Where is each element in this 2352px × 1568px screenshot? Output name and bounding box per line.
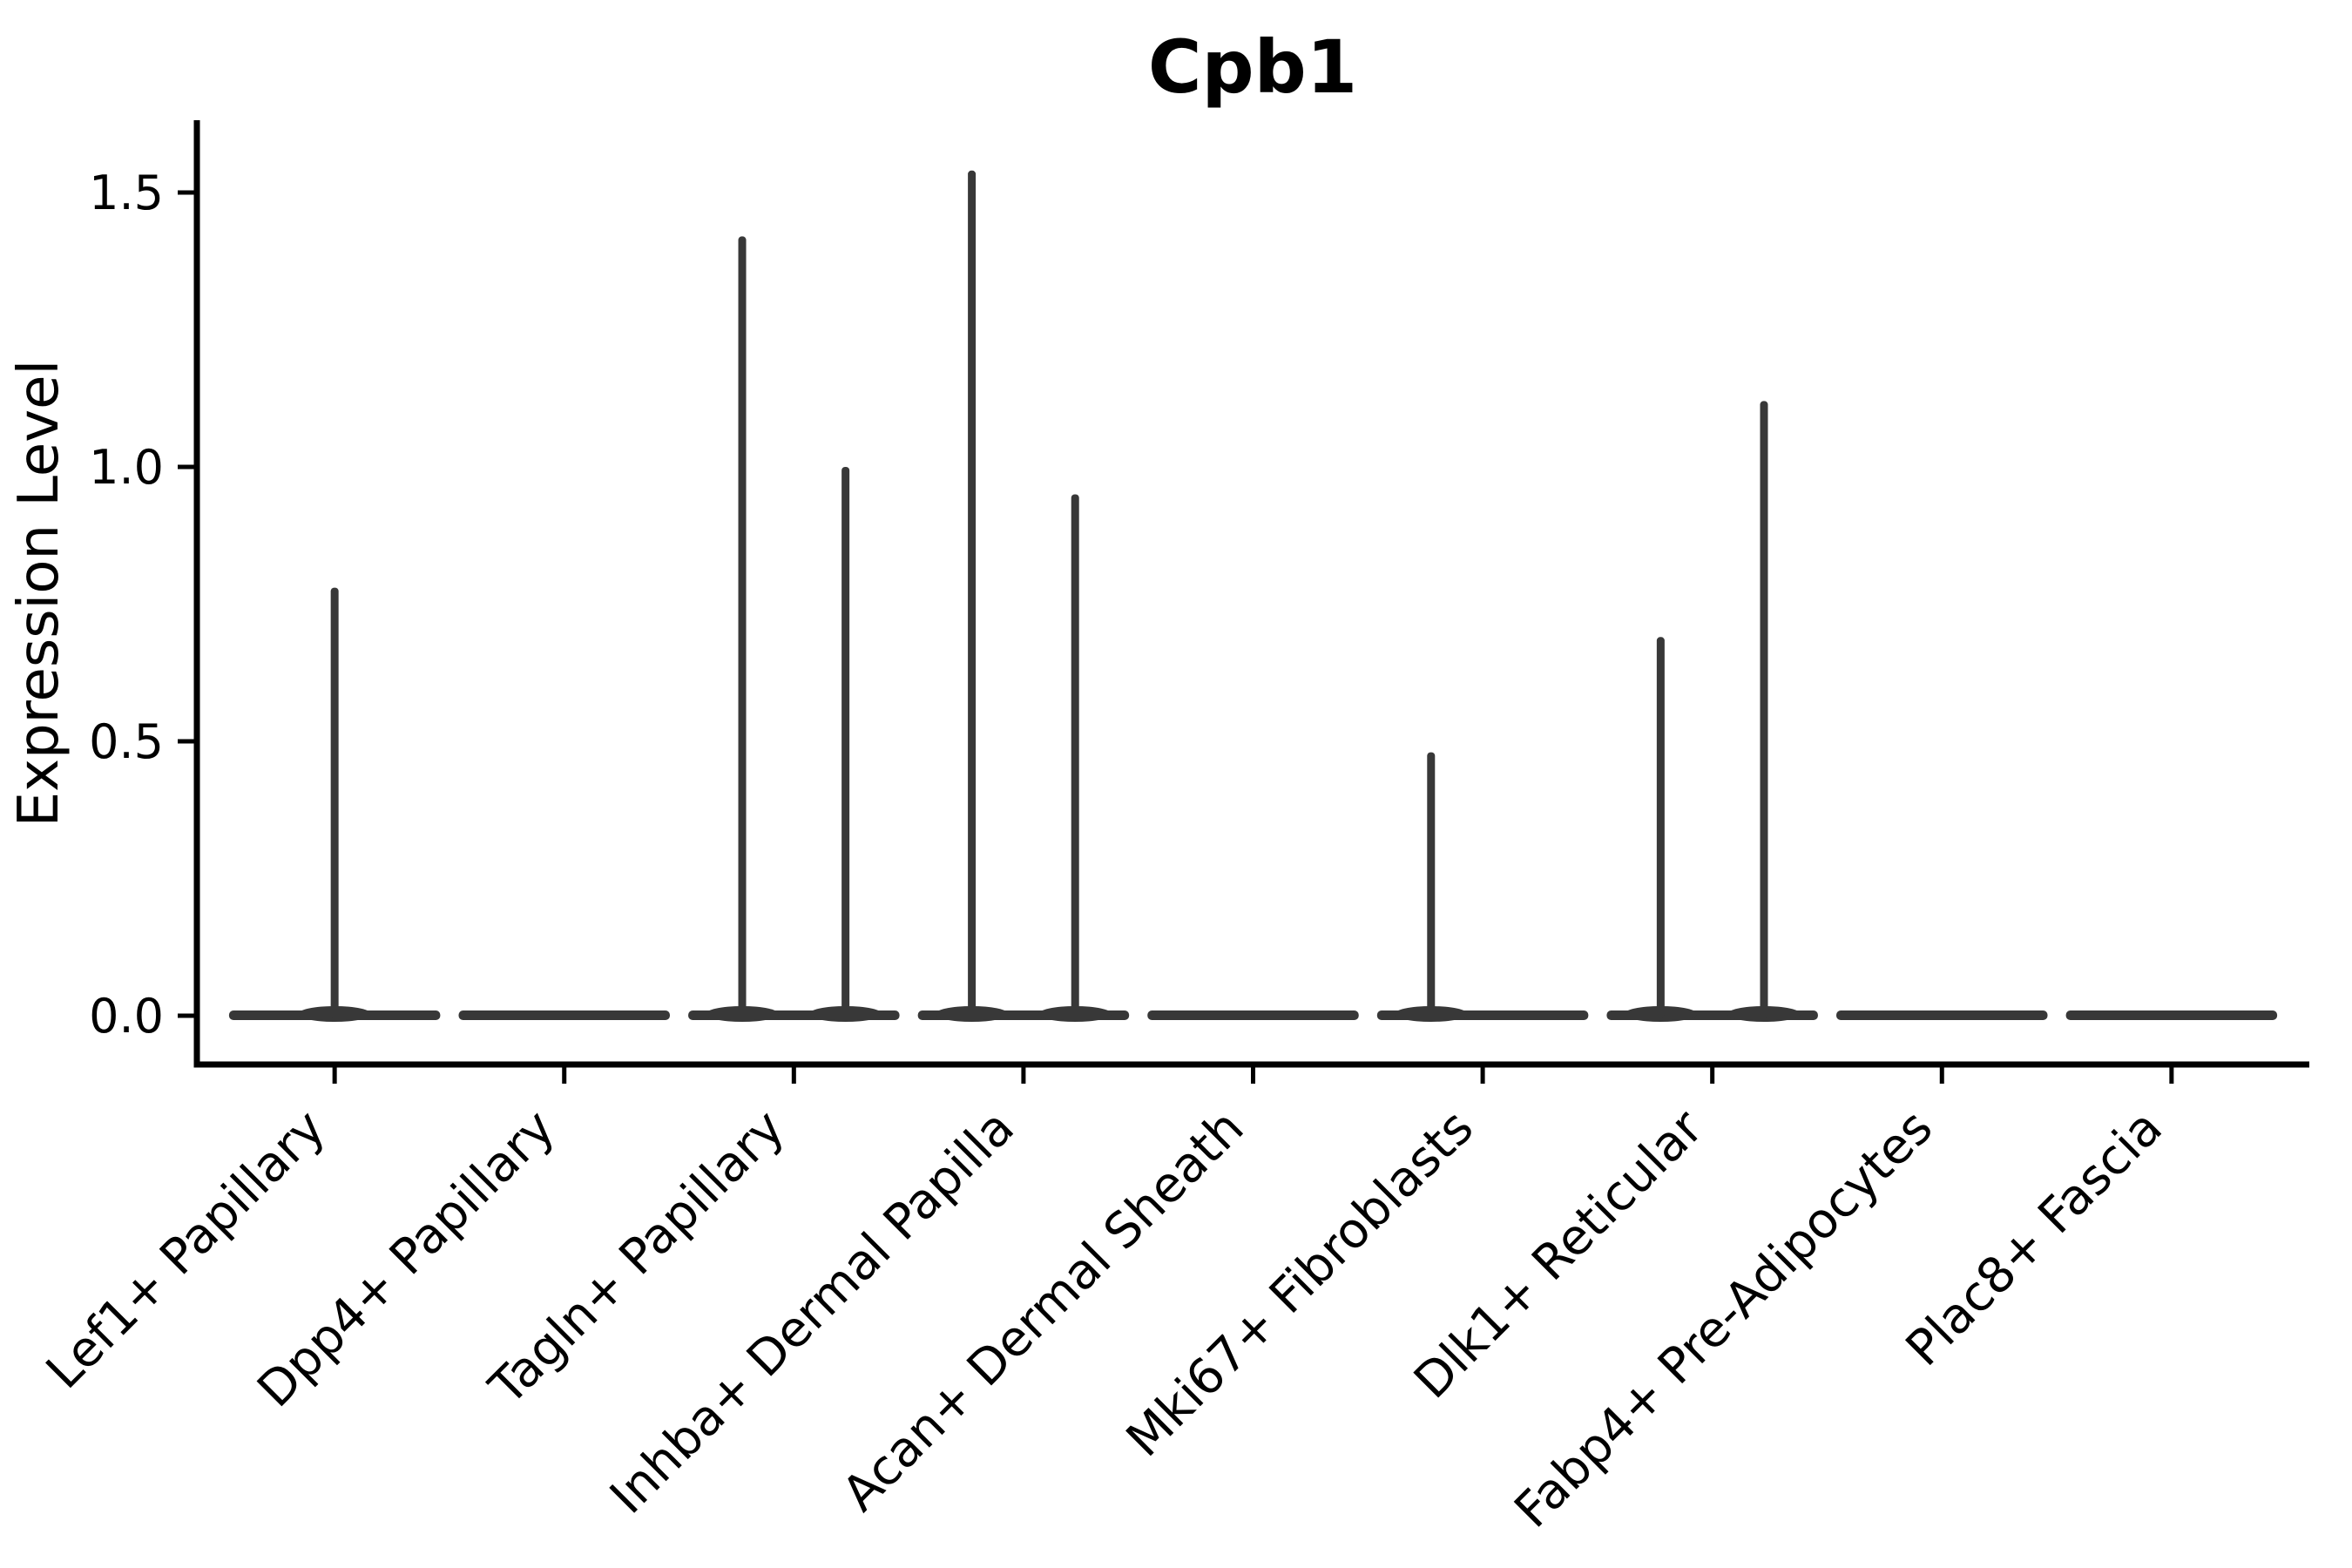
violin-spike: [330, 587, 339, 1017]
x-tick-label: Fabp4+ Pre-Adipocytes: [1504, 1099, 1944, 1539]
violin-base: [1836, 1010, 2048, 1020]
chart-title: Cpb1: [1148, 24, 1357, 110]
x-tick-label: Acan+ Dermal Sheath: [832, 1099, 1255, 1523]
violin-base: [2065, 1010, 2278, 1020]
y-tick-label: 1.5: [89, 166, 164, 220]
violin-spike: [738, 236, 747, 1017]
y-tick-label: 0.5: [89, 714, 164, 769]
violin-spike: [1071, 494, 1079, 1017]
y-axis-label: Expression Level: [7, 360, 71, 828]
violin-spike: [968, 170, 977, 1018]
x-tick-label: Inhba+ Dermal Papilla: [599, 1099, 1025, 1525]
violin-base: [458, 1010, 670, 1020]
violin-spike: [841, 467, 850, 1017]
violin-spike: [1760, 401, 1768, 1017]
y-tick-label: 1.0: [89, 440, 164, 495]
y-tick-label: 0.0: [89, 989, 164, 1044]
violin-base: [1147, 1010, 1359, 1020]
violin-spike: [1656, 637, 1665, 1017]
violin-spike: [1427, 752, 1436, 1017]
